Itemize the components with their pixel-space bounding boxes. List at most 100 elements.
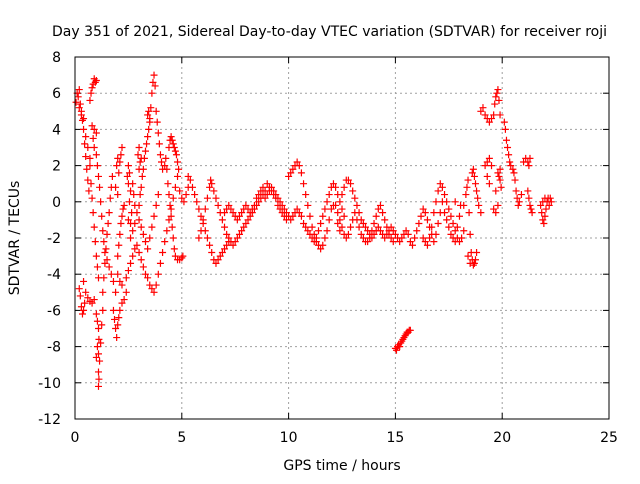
- data-point: [104, 220, 112, 228]
- data-point: [128, 209, 136, 217]
- data-point: [438, 183, 446, 191]
- data-point: [357, 230, 365, 238]
- data-point: [321, 234, 329, 242]
- data-point: [285, 172, 293, 180]
- data-point: [101, 248, 109, 256]
- data-point: [344, 230, 352, 238]
- data-point: [445, 205, 453, 213]
- data-point: [207, 176, 215, 184]
- data-point: [152, 107, 160, 115]
- data-point: [92, 77, 100, 85]
- data-point: [156, 151, 164, 159]
- data-point: [150, 71, 158, 79]
- data-point: [113, 162, 121, 170]
- data-point: [167, 212, 175, 220]
- data-point: [368, 234, 376, 242]
- data-point: [72, 98, 80, 106]
- data-point: [443, 198, 451, 206]
- data-point: [244, 216, 252, 224]
- data-point: [171, 252, 179, 260]
- data-point: [451, 227, 459, 235]
- data-point: [361, 223, 369, 231]
- data-point: [334, 220, 342, 228]
- data-point: [398, 234, 406, 242]
- data-point: [387, 223, 395, 231]
- data-point: [374, 205, 382, 213]
- data-point: [95, 375, 103, 383]
- data-point: [509, 165, 517, 173]
- data-point: [100, 238, 108, 246]
- data-point: [129, 252, 137, 260]
- data-point: [221, 245, 229, 253]
- data-point: [359, 220, 367, 228]
- data-point: [89, 134, 97, 142]
- data-point: [188, 183, 196, 191]
- data-point: [161, 162, 169, 170]
- data-point: [300, 180, 308, 188]
- data-point: [391, 230, 399, 238]
- data-point: [115, 241, 123, 249]
- data-point: [182, 191, 190, 199]
- data-point: [539, 216, 547, 224]
- data-point: [118, 299, 126, 307]
- data-point: [197, 212, 205, 220]
- data-point: [165, 191, 173, 199]
- data-point: [80, 115, 88, 123]
- data-point: [108, 172, 116, 180]
- data-point: [336, 198, 344, 206]
- data-point: [144, 133, 152, 141]
- data-point: [155, 140, 163, 148]
- data-point: [364, 227, 372, 235]
- data-point: [116, 277, 124, 285]
- data-point: [169, 234, 177, 242]
- data-point: [465, 209, 473, 217]
- data-point: [90, 223, 98, 231]
- data-point: [510, 169, 518, 177]
- data-point: [289, 165, 297, 173]
- data-point: [148, 89, 156, 97]
- data-point: [93, 343, 101, 351]
- data-point: [81, 140, 89, 148]
- data-point: [152, 201, 160, 209]
- data-point: [524, 187, 532, 195]
- data-point: [116, 158, 124, 166]
- data-point: [80, 306, 88, 314]
- data-point: [329, 180, 337, 188]
- data-point: [107, 270, 115, 278]
- data-point: [75, 86, 83, 94]
- data-point: [481, 162, 489, 170]
- data-point: [293, 205, 301, 213]
- data-point: [124, 267, 132, 275]
- data-point: [119, 205, 127, 213]
- data-point: [166, 201, 174, 209]
- data-point: [317, 220, 325, 228]
- y-tick-label: 0: [52, 195, 61, 211]
- data-point: [287, 169, 295, 177]
- data-point: [92, 151, 100, 159]
- data-point: [203, 234, 211, 242]
- data-point: [152, 281, 160, 289]
- data-point: [451, 198, 459, 206]
- data-point: [238, 209, 246, 217]
- data-point: [473, 248, 481, 256]
- data-point: [174, 172, 182, 180]
- data-point: [340, 183, 348, 191]
- data-point: [149, 78, 157, 86]
- data-point: [120, 201, 128, 209]
- data-point: [495, 172, 503, 180]
- data-point: [153, 118, 161, 126]
- data-point: [334, 209, 342, 217]
- data-point: [138, 172, 146, 180]
- data-point: [512, 187, 520, 195]
- data-point: [408, 241, 416, 249]
- data-point: [477, 107, 485, 115]
- data-point: [302, 191, 310, 199]
- data-point: [77, 303, 85, 311]
- y-tick-label: -8: [47, 340, 61, 356]
- data-point: [92, 252, 100, 260]
- data-point: [223, 241, 231, 249]
- data-point: [472, 256, 479, 264]
- data-point: [336, 227, 344, 235]
- data-point: [130, 191, 138, 199]
- x-tick-label: 25: [600, 430, 618, 446]
